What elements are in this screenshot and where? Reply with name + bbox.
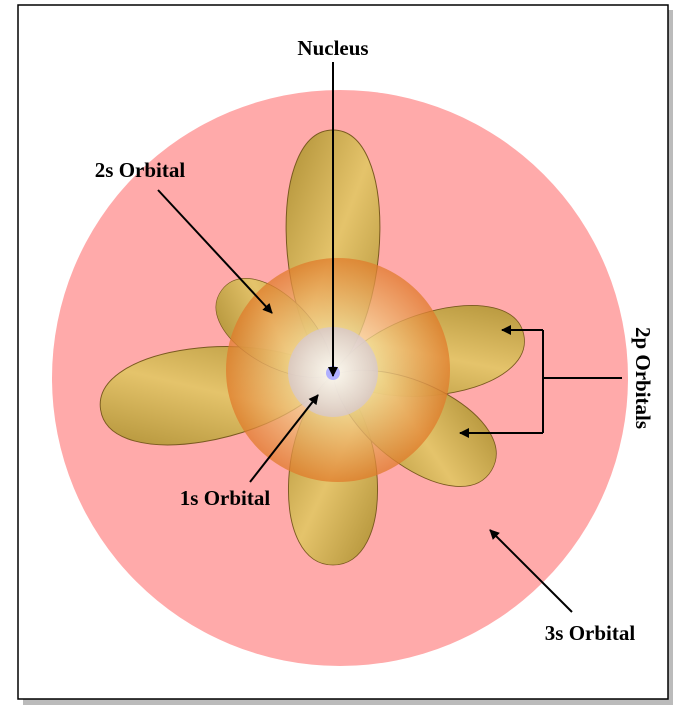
label-nucleus: Nucleus bbox=[297, 36, 368, 60]
page: Nucleus 2s Orbital 1s Orbital 2p Orbital… bbox=[0, 0, 681, 705]
label-2s: 2s Orbital bbox=[95, 158, 186, 182]
label-3s: 3s Orbital bbox=[545, 621, 636, 645]
label-2p: 2p Orbitals bbox=[631, 327, 655, 429]
label-1s: 1s Orbital bbox=[180, 486, 271, 510]
diagram: Nucleus 2s Orbital 1s Orbital 2p Orbital… bbox=[0, 0, 681, 705]
